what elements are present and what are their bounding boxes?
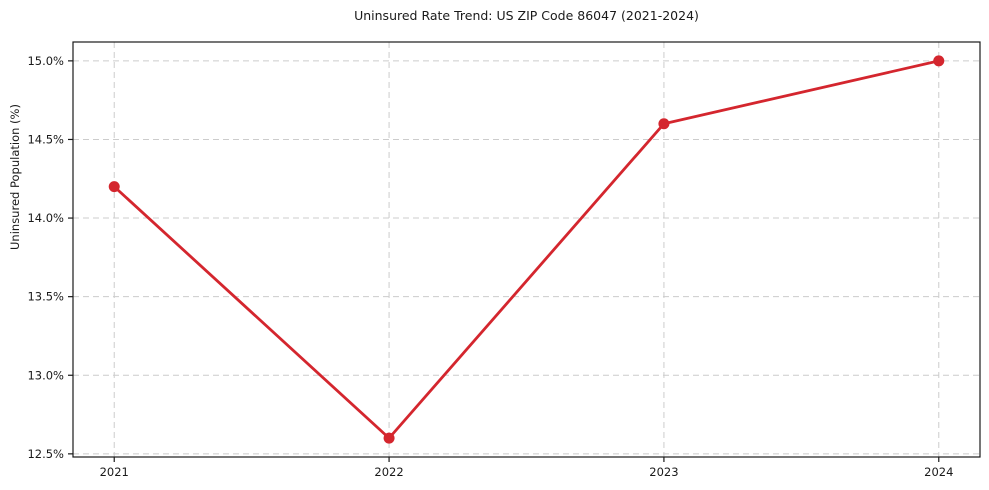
plot-border (72, 41, 981, 458)
y-tick-label: 13.0% (27, 368, 64, 382)
y-tick-label: 13.5% (27, 290, 64, 304)
y-tick-label: 12.5% (27, 447, 64, 461)
data-point-marker (108, 181, 120, 193)
x-tick-label: 2023 (649, 465, 678, 479)
data-point-marker (658, 118, 670, 130)
x-tick-label: 2021 (100, 465, 129, 479)
y-tick-label: 14.5% (27, 132, 64, 146)
data-point-marker (383, 432, 395, 444)
data-point-marker (933, 55, 945, 67)
x-tick-label: 2022 (374, 465, 403, 479)
chart-title: Uninsured Rate Trend: US ZIP Code 86047 … (354, 8, 699, 23)
trend-line (112, 59, 941, 440)
y-tick-label: 14.0% (27, 211, 64, 225)
y-tick-label: 15.0% (27, 54, 64, 68)
x-tick-label: 2024 (924, 465, 953, 479)
